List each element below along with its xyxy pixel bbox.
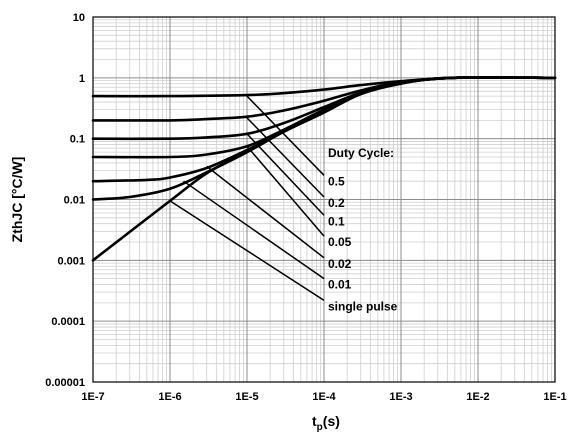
x-tick-label: 1E-1	[543, 391, 566, 403]
y-tick-label: 0.1	[70, 134, 85, 146]
x-tick-label: 1E-3	[389, 391, 412, 403]
leader-line-0.1	[246, 133, 325, 216]
y-tick-label: 1	[79, 73, 85, 85]
leader-line-0.02	[206, 165, 325, 259]
legend-title: Duty Cycle:	[328, 146, 394, 160]
series-curves	[91, 76, 557, 262]
duty-label-0.2: 0.2	[328, 196, 345, 210]
x-axis-title: tp(s)	[312, 413, 340, 433]
x-tick-labels: 1E-7 1E-6 1E-5 1E-4 1E-3 1E-2 1E-1	[81, 391, 566, 403]
y-tick-label: 0.0001	[51, 316, 85, 328]
duty-label-0.01: 0.01	[328, 278, 352, 292]
duty-cycle-labels: 0.5 0.2 0.1 0.05 0.02 0.01 single pulse	[328, 174, 398, 313]
x-axis-title-tail: (s)	[323, 413, 340, 429]
y-axis-title: ZthJC [°C/W]	[9, 157, 25, 243]
y-tick-label: 0.01	[64, 195, 85, 207]
x-tick-label: 1E-2	[466, 391, 489, 403]
duty-label-0.5: 0.5	[328, 174, 345, 188]
x-axis-title-main: t	[312, 413, 317, 429]
leader-line-0.5	[246, 95, 325, 176]
duty-label-0.05: 0.05	[328, 235, 352, 249]
y-tick-label: 10	[73, 12, 85, 24]
leader-line-0.05	[246, 145, 325, 237]
leader-line-single-pulse	[169, 200, 325, 301]
y-tick-label: 0.00001	[45, 377, 85, 389]
grid	[92, 16, 556, 383]
duty-label-single-pulse: single pulse	[328, 299, 398, 313]
x-tick-label: 1E-7	[81, 391, 104, 403]
x-tick-label: 1E-4	[312, 391, 336, 403]
y-tick-labels: 0.00001 0.0001 0.001 0.01 0.1 1 10	[45, 12, 85, 389]
plot-frame	[92, 16, 556, 383]
duty-label-0.1: 0.1	[328, 214, 345, 228]
x-axis-title-sub: p	[317, 422, 323, 433]
x-tick-label: 1E-5	[235, 391, 258, 403]
series-curve-single-pulse	[91, 76, 557, 262]
x-tick-label: 1E-6	[158, 391, 181, 403]
y-tick-label: 0.001	[57, 255, 85, 267]
leader-line-0.01	[183, 180, 325, 280]
duty-label-0.02: 0.02	[328, 257, 352, 271]
duty-leader-lines	[169, 95, 325, 301]
leader-line-0.2	[246, 117, 325, 198]
